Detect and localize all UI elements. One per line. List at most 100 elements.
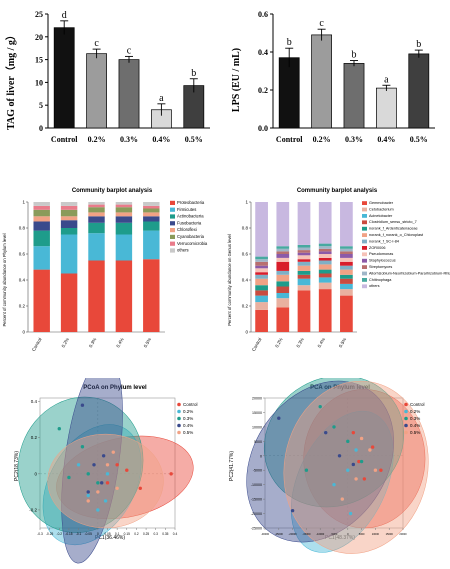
genus-segment [340, 246, 353, 249]
pca-legend-marker [404, 409, 408, 414]
phylum-title: Community barplot analysis [72, 188, 153, 194]
genus-ytick-label: 0 [245, 330, 248, 335]
genus-segment [318, 257, 332, 261]
pca-ytick-label: -20000 [251, 512, 262, 516]
lps-significance-letter: b [352, 50, 357, 61]
pca-ytick-label: 0 [260, 454, 262, 458]
phylum-legend-label: others [177, 248, 189, 253]
phylum-segment [33, 221, 50, 231]
genus-legend-label: norank_f_Ardenticatenaceae [369, 227, 418, 231]
pcoa-legend-marker [177, 416, 181, 421]
lps-significance-letter: c [319, 18, 324, 29]
phylum-segment [88, 233, 105, 261]
pca-ytick-label: 20000 [252, 397, 262, 401]
genus-legend-label: Streptomyces [369, 265, 392, 269]
genus-segment [255, 278, 268, 286]
genus-segment [297, 290, 311, 332]
tag-significance-letter: d [62, 10, 67, 21]
pcoa-ytick-label: -0.2 [29, 507, 37, 512]
pca-xtick-label: -10000 [316, 532, 325, 536]
genus-legend-swatch [362, 233, 367, 237]
pcoa-point [96, 490, 100, 494]
pca-ytick-label: 5000 [254, 440, 262, 444]
pca-legend-marker [404, 416, 408, 421]
phylum-legend-swatch [170, 241, 175, 246]
pcoa-point [92, 463, 96, 467]
phylum-segment [33, 209, 50, 217]
pca-group-ellipse [283, 380, 429, 554]
tag-ytick-label: 10 [35, 78, 43, 87]
genus-segment [318, 254, 332, 258]
pca-point [359, 459, 364, 464]
phylum-segment [115, 260, 133, 332]
phylum-segment [60, 205, 78, 210]
lps-significance-letter: b [416, 39, 421, 50]
pcoa-point [105, 472, 110, 476]
tag-bar [53, 27, 75, 129]
phylum-segment [33, 202, 50, 206]
pca-point [354, 477, 358, 481]
genus-segment [297, 250, 311, 253]
pcoa-point [101, 454, 106, 458]
phylum-segment [33, 246, 50, 270]
phylum-legend-swatch [170, 214, 175, 219]
genus-legend-label: Gemmobacter [369, 201, 394, 205]
genus-segment [276, 248, 290, 252]
genus-legend-label: Cetobacterium [369, 207, 394, 211]
phylum-segment [115, 212, 133, 217]
pcoa-ylabel: PC2(18.73%) [14, 451, 20, 481]
lps-bar [343, 63, 365, 129]
genus-segment [340, 261, 353, 266]
phylum-ytick-label: 0.4 [19, 278, 26, 283]
tag-ytick-label: 25 [35, 10, 43, 19]
lps-ylabel: LPS (EU / mL) [231, 48, 242, 112]
pca-group-ellipse [263, 378, 405, 508]
pca-xtick-label: -25000 [275, 532, 284, 536]
pcoa-point [76, 463, 81, 467]
genus-legend-swatch [362, 226, 367, 231]
lps-bar [311, 34, 332, 129]
pca-xtick-label: 20000 [399, 532, 407, 536]
genus-legend-swatch [362, 278, 367, 282]
genus-legend-label: Acinetobacter [369, 214, 393, 218]
genus-legend-swatch [362, 252, 367, 257]
genus-segment [255, 309, 268, 332]
genus-segment [318, 277, 332, 283]
pcoa-xtick-label: 0.2 [134, 532, 139, 536]
pca-point [348, 511, 353, 516]
genus-segment [340, 269, 353, 275]
genus-segment [297, 252, 311, 256]
genus-segment [276, 270, 290, 275]
tag-bar [118, 59, 140, 129]
genus-segment [276, 307, 290, 332]
pcoa-point [105, 463, 110, 467]
pca-xtick-label: -5000 [331, 532, 338, 536]
pca-point [304, 468, 309, 472]
genus-legend-label: Pseudomonas [369, 252, 393, 256]
phylum-xtick-label: 0.2% [61, 337, 70, 348]
pca-point [354, 448, 358, 452]
pcoa-ytick-label: 0.4 [31, 399, 38, 404]
pcoa-scatter-chart: PCoA on Phylum level PC1(36.46%) PC2(18.… [14, 378, 198, 564]
genus-stacked-chart: Community barplot analysis Percent of co… [227, 188, 450, 352]
pcoa-point [103, 499, 108, 503]
genus-ytick-label: 0.6 [242, 252, 249, 257]
lps-xtick-label: 0.2% [313, 135, 331, 144]
genus-segment [318, 273, 332, 278]
genus-ytick-label: 0.2 [242, 304, 249, 309]
pca-xtick-label: -15000 [302, 532, 311, 536]
genus-segment [340, 202, 353, 247]
phylum-legend-label: Fusobacteria [177, 220, 202, 225]
genus-segment [318, 289, 332, 332]
pcoa-legend-label: Control [183, 402, 198, 407]
genus-segment [340, 278, 353, 284]
genus-segment [255, 265, 268, 269]
genus-ytick-label: 1 [245, 200, 248, 205]
genus-segment [297, 278, 311, 286]
pcoa-point [80, 403, 85, 407]
genus-legend-swatch [362, 214, 367, 218]
pcoa-xtick-label: 0.1 [115, 532, 120, 536]
pca-legend-label: 0.2% [410, 409, 420, 414]
pcoa-point [115, 463, 119, 467]
lps-bar [278, 57, 300, 129]
